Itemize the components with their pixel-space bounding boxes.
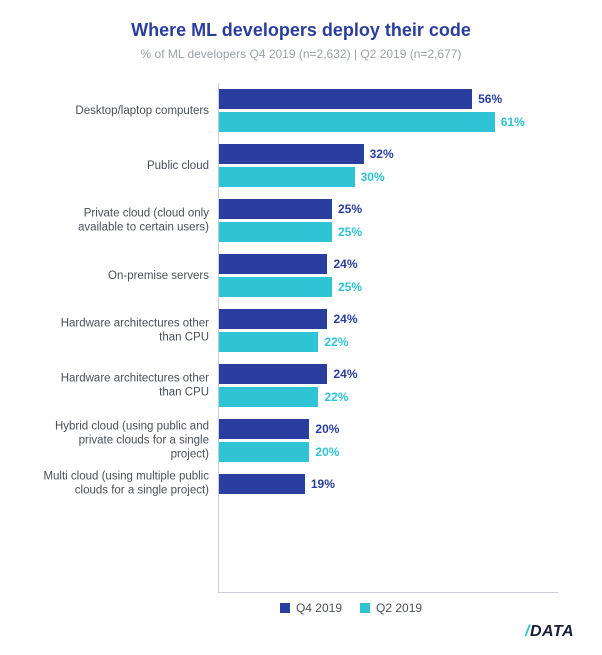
bar-chart: Desktop/laptop computers56%61%Public clo… [218, 83, 558, 593]
bar-q4_2019 [219, 364, 327, 384]
bar-q4_2019 [219, 144, 364, 164]
bar-q2_2019 [219, 442, 309, 462]
bar-wrap: 25% [219, 222, 558, 242]
bar-wrap: 25% [219, 277, 558, 297]
bar-wrap: 19% [219, 474, 558, 494]
category-label: Hardware architectures other than CPU [39, 371, 219, 400]
bar-value-label: 30% [355, 170, 385, 184]
bar-q4_2019 [219, 89, 472, 109]
bar-wrap: 20% [219, 419, 558, 439]
legend-swatch-q2 [360, 603, 370, 613]
legend-label-q2: Q2 2019 [376, 601, 422, 615]
bar-q2_2019 [219, 112, 495, 132]
brand-logo: /DATA [525, 623, 574, 641]
chart-row: On-premise servers24%25% [219, 254, 558, 297]
bar-q4_2019 [219, 309, 327, 329]
category-label: On-premise servers [39, 268, 219, 282]
chart-title: Where ML developers deploy their code [28, 20, 574, 41]
bar-value-label: 20% [309, 445, 339, 459]
category-label: Hybrid cloud (using public and private c… [39, 419, 219, 462]
legend-item-q4: Q4 2019 [280, 601, 342, 615]
bar-wrap: 24% [219, 254, 558, 274]
bar-wrap: 22% [219, 332, 558, 352]
chart-subtitle: % of ML developers Q4 2019 (n=2,632) | Q… [28, 47, 574, 61]
bar-wrap: 32% [219, 144, 558, 164]
bar-q4_2019 [219, 419, 309, 439]
bar-wrap: 30% [219, 167, 558, 187]
bar-wrap: 24% [219, 309, 558, 329]
legend-label-q4: Q4 2019 [296, 601, 342, 615]
legend-swatch-q4 [280, 603, 290, 613]
bar-q2_2019 [219, 277, 332, 297]
category-label: Desktop/laptop computers [39, 103, 219, 117]
logo-text: DATA [530, 623, 574, 640]
bar-value-label: 22% [318, 335, 348, 349]
bar-value-label: 24% [327, 257, 357, 271]
chart-row: Hybrid cloud (using public and private c… [219, 419, 558, 462]
chart-row: Hardware architectures other than CPU24%… [219, 309, 558, 352]
bar-wrap: 56% [219, 89, 558, 109]
chart-row: Desktop/laptop computers56%61% [219, 89, 558, 132]
bar-value-label: 19% [305, 477, 335, 491]
bar-value-label: 56% [472, 92, 502, 106]
bar-q2_2019 [219, 167, 355, 187]
bar-wrap: 25% [219, 199, 558, 219]
bar-value-label: 61% [495, 115, 525, 129]
bar-wrap: 22% [219, 387, 558, 407]
bar-wrap: 20% [219, 442, 558, 462]
bar-value-label: 24% [327, 312, 357, 326]
bar-q2_2019 [219, 222, 332, 242]
category-label: Private cloud (cloud only available to c… [39, 206, 219, 235]
chart-row: Multi cloud (using multiple public cloud… [219, 474, 558, 494]
bar-q4_2019 [219, 254, 327, 274]
legend-item-q2: Q2 2019 [360, 601, 422, 615]
chart-row: Hardware architectures other than CPU24%… [219, 364, 558, 407]
bar-value-label: 22% [318, 390, 348, 404]
chart-row: Public cloud32%30% [219, 144, 558, 187]
bar-value-label: 24% [327, 367, 357, 381]
bar-wrap: 24% [219, 364, 558, 384]
category-label: Hardware architectures other than CPU [39, 316, 219, 345]
bar-q4_2019 [219, 474, 305, 494]
bar-q4_2019 [219, 199, 332, 219]
bar-q2_2019 [219, 387, 318, 407]
bar-wrap: 61% [219, 112, 558, 132]
legend: Q4 2019 Q2 2019 [128, 601, 574, 615]
bar-value-label: 20% [309, 422, 339, 436]
bar-q2_2019 [219, 332, 318, 352]
category-label: Multi cloud (using multiple public cloud… [39, 470, 219, 499]
bar-value-label: 32% [364, 147, 394, 161]
category-label: Public cloud [39, 158, 219, 172]
bar-value-label: 25% [332, 280, 362, 294]
bar-value-label: 25% [332, 202, 362, 216]
chart-row: Private cloud (cloud only available to c… [219, 199, 558, 242]
bar-value-label: 25% [332, 225, 362, 239]
